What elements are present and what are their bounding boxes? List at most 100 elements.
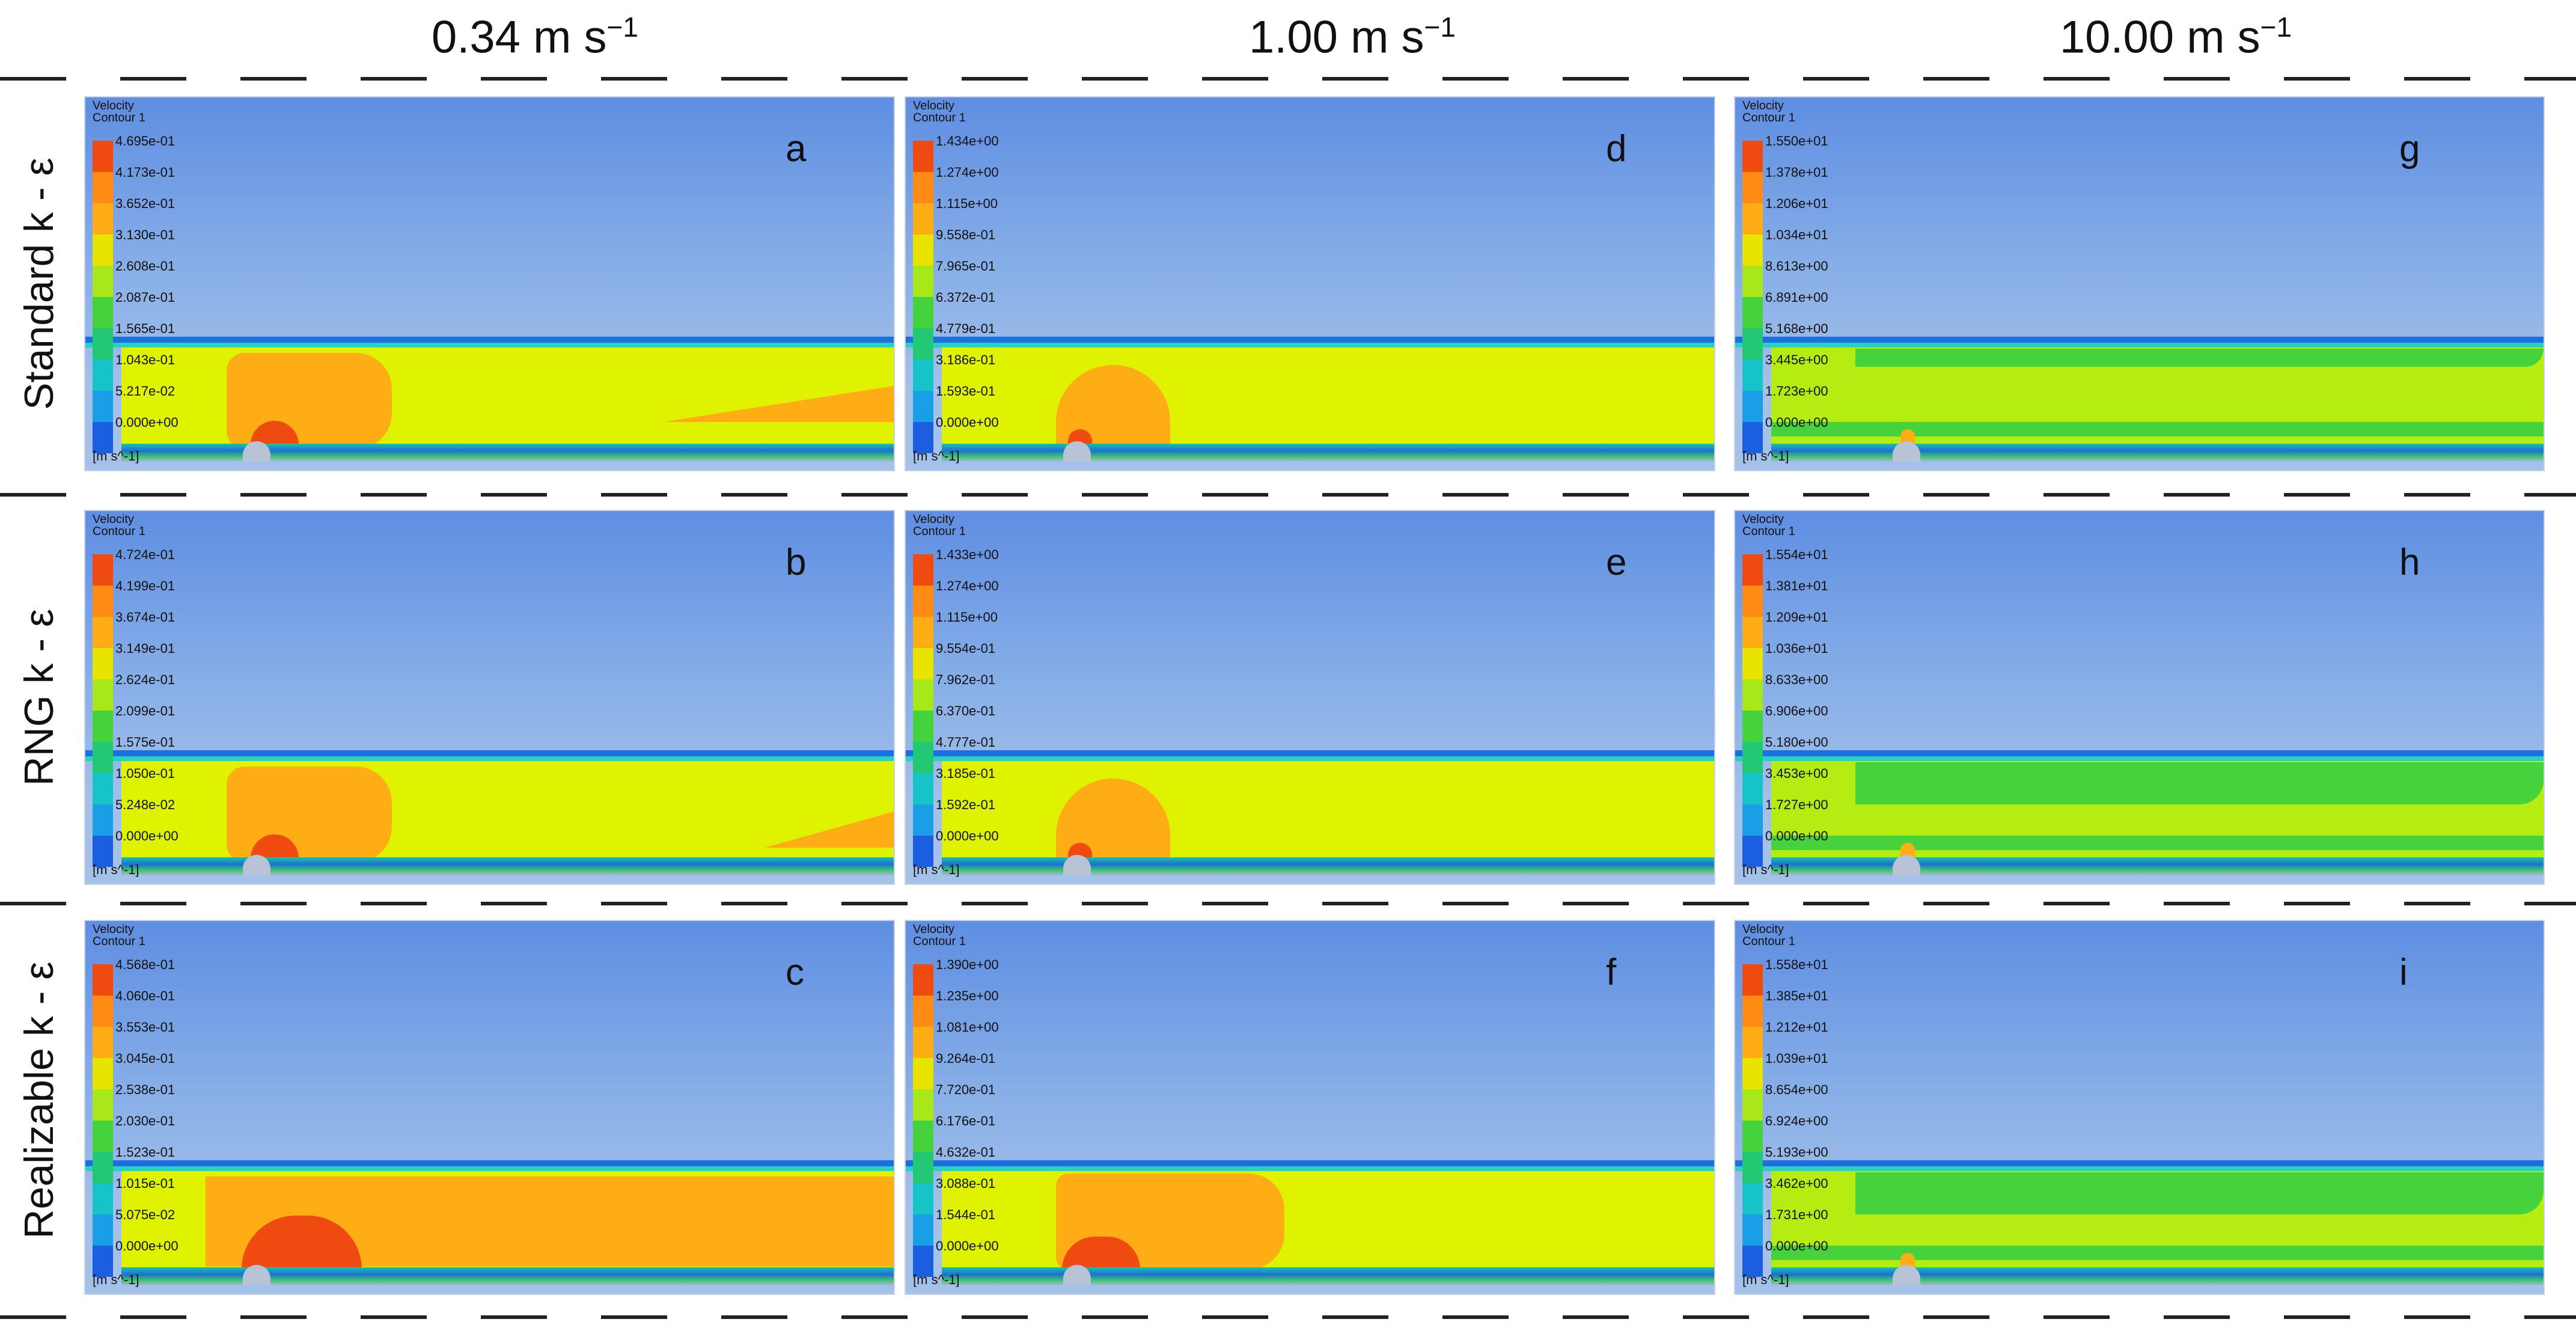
legend-color-step [913,996,933,1027]
legend-color-step [1742,711,1763,742]
legend-color-step [93,1246,113,1277]
legend-title-variable: Velocity [1742,99,1784,112]
contour-panel-i: Velocity Contour 1 1.558e+01 1.385e+01 1.212… [1734,920,2545,1295]
contour-panel-b: Velocity Contour 1 4.724e-01 4.199e-01 3.674… [84,510,895,885]
legend-color-step [1742,422,1763,453]
legend-tick-label: 1.050e-01 [115,766,175,781]
panel-letter: h [2399,542,2420,583]
legend-color-step [913,742,933,773]
separator-row-1 [0,493,2576,497]
legend-tick-label: 1.558e+01 [1765,957,1828,972]
free-surface-shear-layer [85,1166,894,1171]
bed-boundary-layer [942,857,1714,875]
free-surface-line [1735,750,2544,756]
free-surface-line [906,750,1714,756]
legend-tick-label: 1.433e+00 [936,547,999,562]
low-velocity-band-top [1855,762,2544,804]
legend-tick-label: 1.592e-01 [936,797,996,812]
column-title-text: 1.00 m s [1249,11,1424,63]
legend-title-variable: Velocity [913,99,954,112]
legend-color-step [913,1152,933,1183]
legend-title-contour: Contour 1 [1742,935,1795,948]
legend-color-step [913,1027,933,1058]
legend-color-step [1742,1121,1763,1152]
low-velocity-band-bottom [1771,422,2544,436]
legend-tick-label: 3.088e-01 [936,1176,996,1191]
legend-tick-label: 3.045e-01 [115,1051,175,1066]
legend-color-step [1742,328,1763,360]
legend-color-step [1742,804,1763,836]
legend-title-variable: Velocity [93,923,134,936]
legend-title: Velocity Contour 1 [1742,923,1795,947]
contour-panel-d: Velocity Contour 1 1.434e+00 1.274e+00 1.115… [905,96,1715,471]
legend-color-step [913,391,933,422]
legend-title-contour: Contour 1 [93,111,145,124]
bed-boundary-layer [121,857,894,875]
obstacle-cylinder [1893,855,1920,875]
legend-unit-label: [m s^-1] [1742,862,1789,877]
legend-color-step [913,1246,933,1277]
legend-color-step [1742,1027,1763,1058]
row-title-rng: RNG k - ε [16,608,62,786]
contour-panel-e: Velocity Contour 1 1.433e+00 1.274e+00 1.115… [905,510,1715,885]
legend-color-step [93,1152,113,1183]
legend-color-step [93,554,113,586]
legend-tick-label: 1.593e-01 [936,384,996,399]
legend-tick-label: 2.030e-01 [115,1113,175,1128]
legend-tick-label: 5.168e+00 [1765,321,1828,336]
bed-boundary-layer [942,444,1714,462]
legend-tick-label: 7.962e-01 [936,672,996,687]
legend-tick-label: 3.553e-01 [115,1020,175,1035]
legend-tick-label: 6.372e-01 [936,290,996,305]
legend-tick-label: 5.248e-02 [115,797,175,812]
legend-tick-label: 0.000e+00 [115,415,179,430]
legend-tick-label: 0.000e+00 [936,415,999,430]
legend-unit-label: [m s^-1] [913,1272,960,1287]
legend-unit-label: [m s^-1] [1742,448,1789,464]
legend-title: Velocity Contour 1 [93,100,145,124]
bed-boundary-layer [121,444,894,462]
legend-tick-label: 1.565e-01 [115,321,175,336]
legend-tick-label: 4.173e-01 [115,165,175,180]
legend-tick-label: 1.209e+01 [1765,610,1828,625]
panel-letter: d [1606,128,1627,170]
legend-title-contour: Contour 1 [93,525,145,538]
legend-color-step [1742,1183,1763,1214]
panel-letter: c [786,952,804,993]
legend-tick-label: 2.538e-01 [115,1082,175,1097]
panel-letter: a [786,128,807,170]
legend-tick-label: 1.235e+00 [936,988,999,1003]
legend-color-step [93,1089,113,1121]
legend-title: Velocity Contour 1 [1742,513,1795,537]
bed-boundary-layer [1771,444,2544,462]
legend-color-step [93,1214,113,1246]
legend-tick-label: 1.036e+01 [1765,641,1828,656]
obstacle-cylinder [1893,1265,1920,1285]
legend-color-step [913,964,933,996]
legend-tick-label: 8.654e+00 [1765,1082,1828,1097]
legend-tick-label: 0.000e+00 [1765,1238,1828,1253]
panel-letter: f [1606,952,1617,993]
legend-color-step [913,328,933,360]
legend-tick-label: 5.180e+00 [1765,735,1828,750]
legend-color-step [93,648,113,679]
legend-tick-label: 3.130e-01 [115,227,175,242]
legend-tick-label: 1.206e+01 [1765,196,1828,211]
legend-title-contour: Contour 1 [913,935,966,948]
contour-panel-a: Velocity Contour 1 4.695e-01 4.173e-01 3.652… [84,96,895,471]
free-surface-shear-layer [1735,343,2544,347]
legend-tick-label: 1.550e+01 [1765,133,1828,148]
legend-title: Velocity Contour 1 [913,923,966,947]
legend-tick-label: 6.891e+00 [1765,290,1828,305]
legend-color-step [1742,1214,1763,1246]
legend-color-step [93,266,113,297]
legend-color-step [913,773,933,804]
free-surface-line [85,750,894,756]
low-velocity-band-bottom [1771,1246,2544,1260]
legend-color-step [93,391,113,422]
legend-tick-label: 4.695e-01 [115,133,175,148]
obstacle-cylinder [1063,1265,1091,1285]
legend-unit-label: [m s^-1] [93,862,139,877]
legend-color-step [1742,648,1763,679]
legend-tick-label: 1.434e+00 [936,133,999,148]
